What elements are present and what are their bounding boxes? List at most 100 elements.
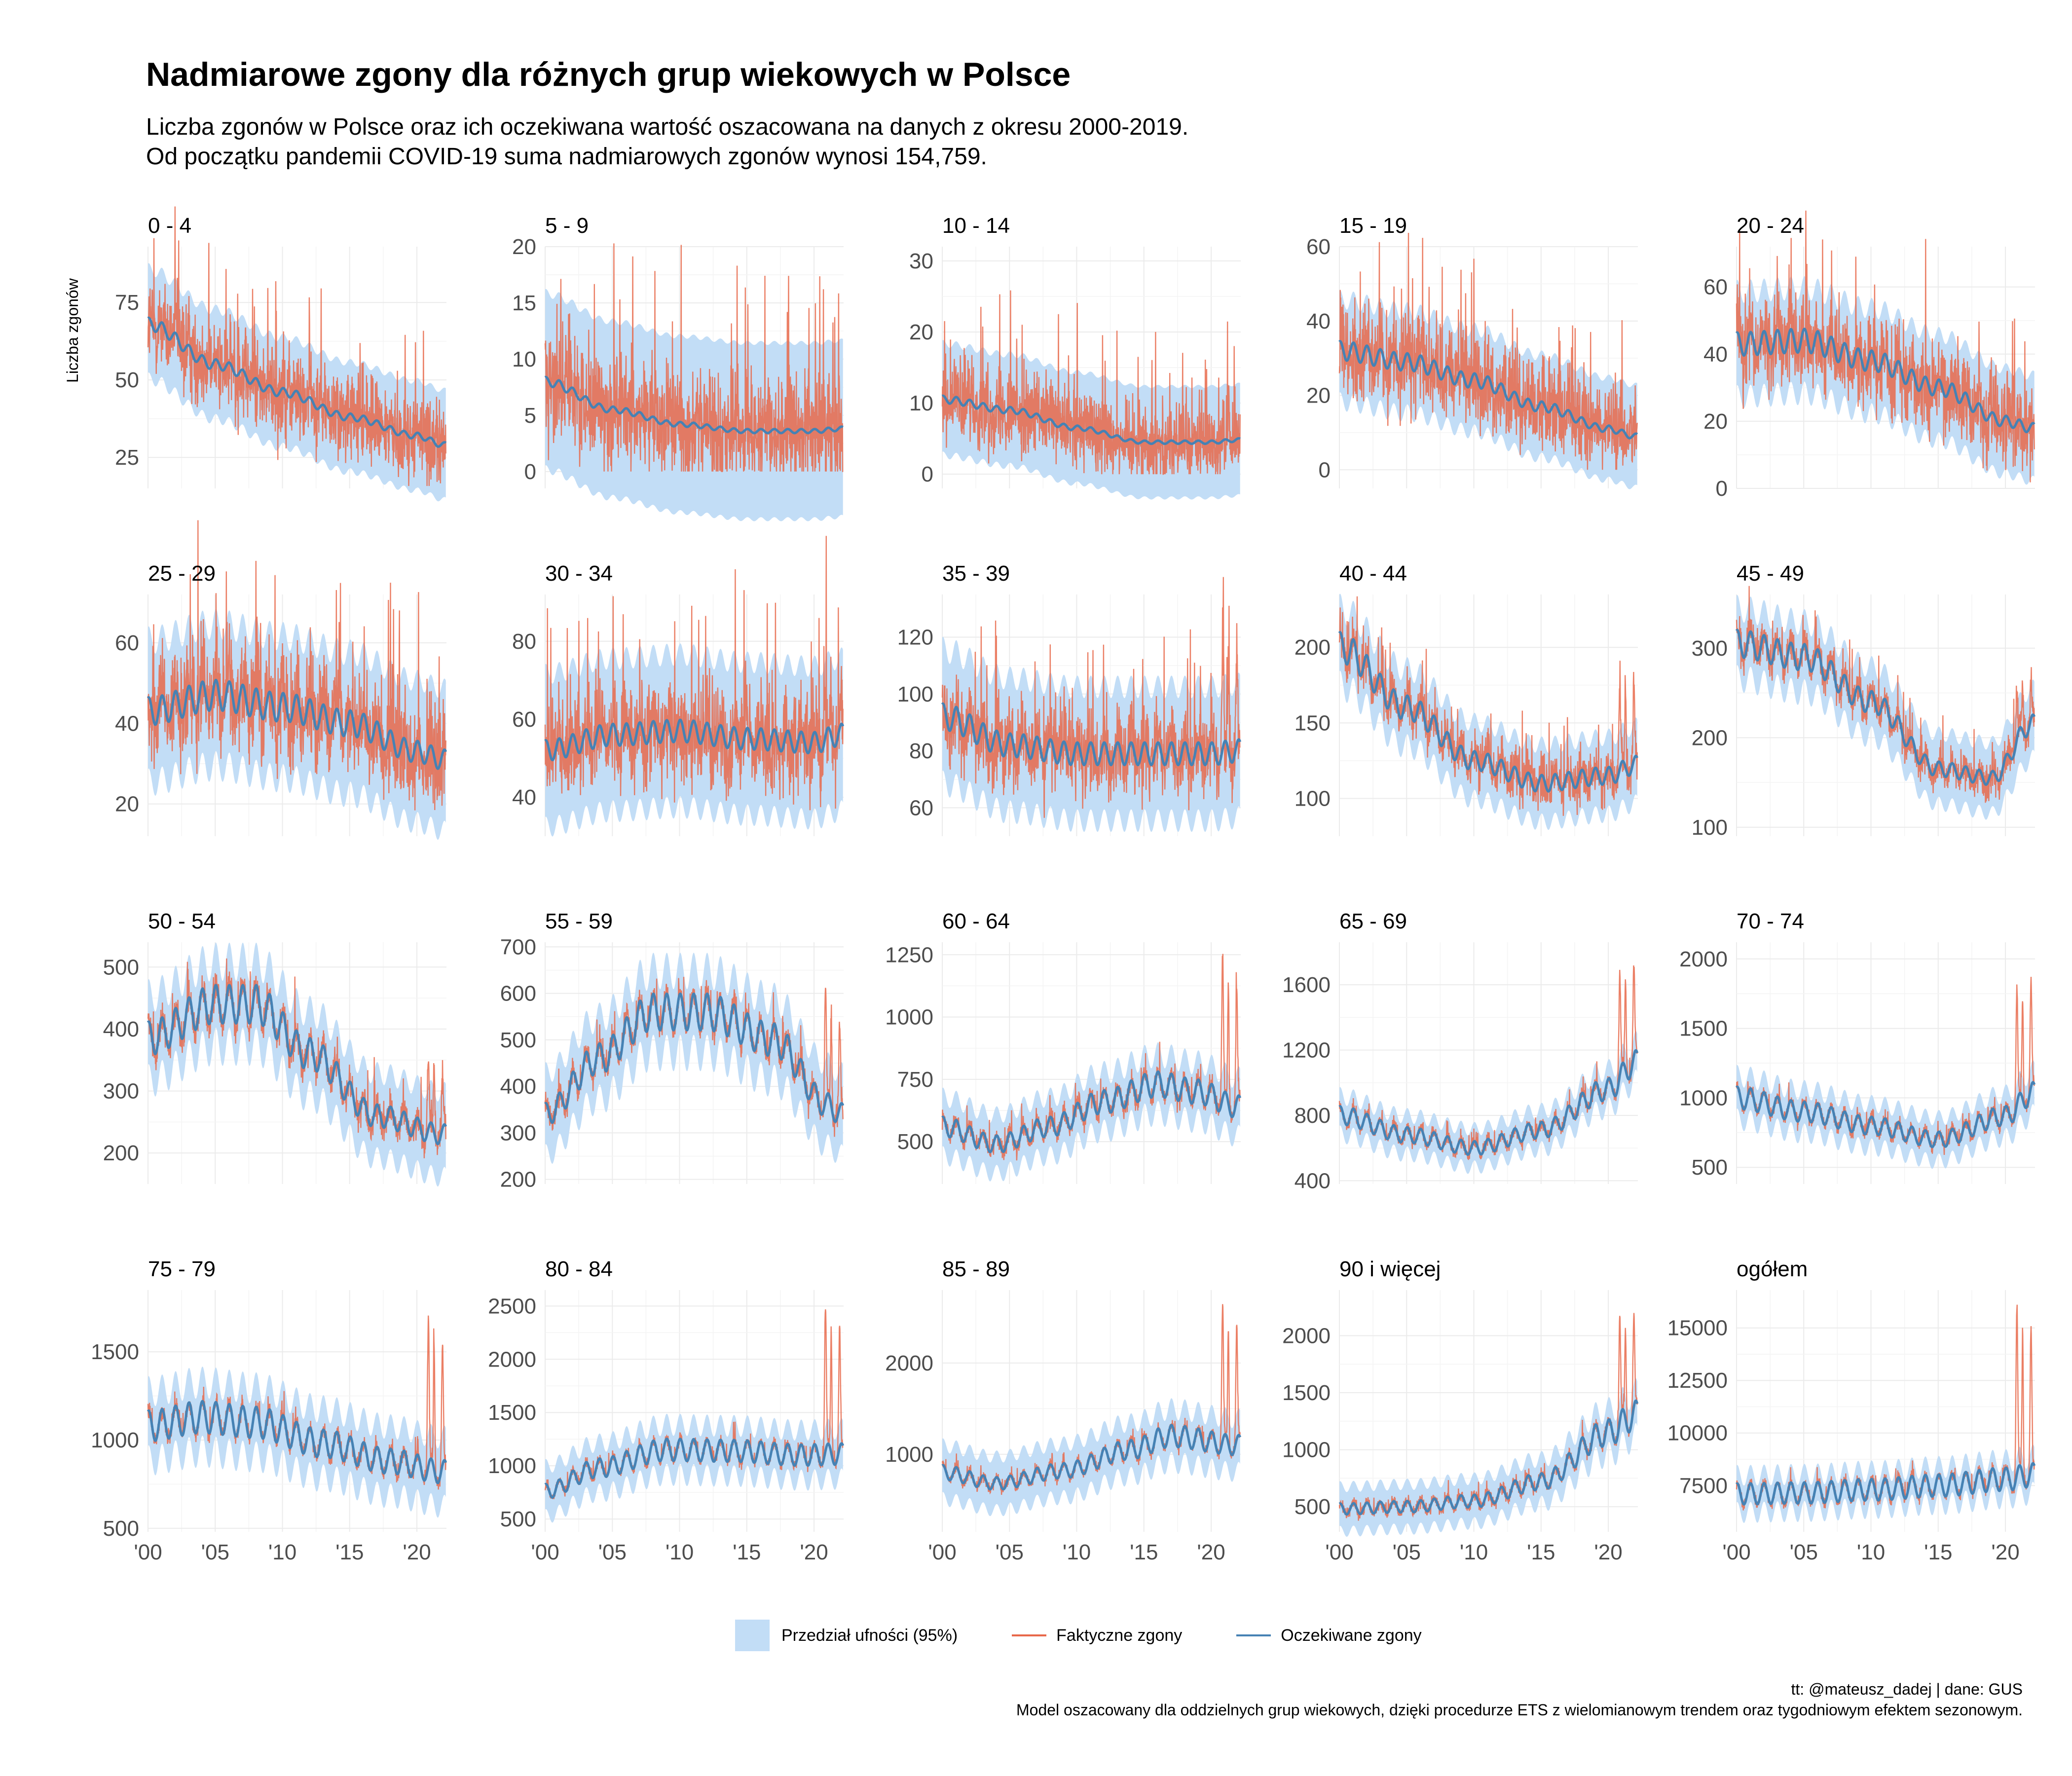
- x-tick-label: '10: [666, 1540, 694, 1564]
- x-tick-label: '05: [1393, 1540, 1421, 1564]
- legend-item-expected: Oczekiwane zgony: [1236, 1626, 1422, 1645]
- legend-swatch-band: [735, 1620, 770, 1651]
- y-tick-label: 400: [1295, 1169, 1331, 1193]
- y-tick-label: 20: [115, 792, 139, 816]
- confidence-band: [545, 1413, 843, 1523]
- panel-0: 25 50 75 0 - 4: [115, 206, 447, 502]
- panel-title: 15 - 19: [1339, 214, 1407, 238]
- panel-12: 500 750 1000 1250 60 - 64: [885, 909, 1242, 1184]
- panel-5: 20 40 60 25 - 29: [115, 520, 447, 840]
- y-tick-label: 0: [524, 460, 536, 484]
- y-tick-label: 500: [103, 1517, 139, 1541]
- y-tick-label: 20: [512, 235, 536, 259]
- y-tick-label: 80: [909, 739, 933, 763]
- y-tick-label: 40: [1306, 309, 1331, 333]
- series-expected: [1338, 340, 1638, 440]
- y-tick-label: 5: [524, 404, 536, 428]
- y-tick-label: 300: [1692, 636, 1728, 661]
- y-tick-label: 75: [115, 291, 139, 315]
- y-tick-label: 1000: [1679, 1086, 1728, 1110]
- panel-19: 7500 10000 12500 15000 '00 '05 '10 '15 '20 ogółem: [1667, 1257, 2036, 1564]
- y-tick-label: 1500: [1679, 1017, 1728, 1041]
- panel-15: 500 1000 1500 '00 '05 '10 '15 '20 75 - 79: [91, 1257, 447, 1564]
- panel-3: 0 20 40 60 15 - 19: [1306, 214, 1638, 489]
- y-tick-label: 10: [512, 347, 536, 371]
- chart-title: Nadmiarowe zgony dla różnych grup wiekow…: [146, 56, 1071, 93]
- panel-title: 90 i więcej: [1339, 1257, 1441, 1281]
- x-tick-label: '00: [531, 1540, 559, 1564]
- panel-title: ogółem: [1737, 1257, 1808, 1281]
- confidence-band: [148, 1367, 446, 1518]
- y-tick-label: 1200: [1282, 1038, 1331, 1063]
- y-tick-label: 12500: [1667, 1369, 1728, 1393]
- series-expected: [544, 992, 845, 1124]
- panel-title: 65 - 69: [1339, 909, 1407, 933]
- y-tick-label: 1000: [91, 1428, 139, 1452]
- x-tick-label: '15: [1527, 1540, 1555, 1564]
- subtitle-line-1: Liczba zgonów w Polsce oraz ich oczekiwa…: [146, 114, 1189, 140]
- x-tick-label: '00: [1722, 1540, 1750, 1564]
- panel-title: 85 - 89: [942, 1257, 1010, 1281]
- y-tick-label: 0: [1319, 458, 1331, 482]
- y-tick-label: 2000: [885, 1351, 933, 1375]
- panel-title: 35 - 39: [942, 561, 1010, 586]
- y-tick-label: 1000: [1282, 1438, 1331, 1462]
- panel-title: 75 - 79: [148, 1257, 216, 1281]
- legend-item-band: Przedział ufności (95%): [735, 1620, 958, 1651]
- confidence-band: [1339, 1378, 1637, 1537]
- series-expected: [147, 983, 447, 1146]
- subtitle-line-2: Od początku pandemii COVID-19 suma nadmi…: [146, 144, 987, 170]
- y-tick-label: 40: [512, 785, 536, 810]
- panel-title: 55 - 59: [545, 909, 613, 933]
- x-tick-label: '20: [1991, 1540, 2019, 1564]
- y-tick-label: 0: [922, 462, 933, 486]
- y-tick-label: 60: [115, 631, 139, 655]
- panel-title: 45 - 49: [1737, 561, 1804, 586]
- y-tick-label: 500: [897, 1130, 933, 1154]
- series-expected: [544, 375, 844, 435]
- y-tick-label: 300: [103, 1079, 139, 1104]
- y-tick-label: 200: [1692, 726, 1728, 750]
- legend-label-band: Przedział ufności (95%): [781, 1626, 958, 1645]
- series-expected: [941, 394, 1241, 445]
- y-tick-label: 40: [115, 711, 139, 736]
- y-tick-label: 500: [500, 1507, 536, 1531]
- x-tick-label: '20: [1197, 1540, 1225, 1564]
- y-tick-label: 600: [500, 982, 536, 1006]
- y-tick-label: 2500: [488, 1294, 536, 1318]
- y-tick-label: 150: [1295, 711, 1331, 735]
- panel-title: 30 - 34: [545, 561, 613, 586]
- y-tick-label: 500: [1295, 1495, 1331, 1519]
- y-tick-label: 200: [500, 1168, 536, 1192]
- y-tick-label: 40: [1703, 342, 1728, 367]
- x-tick-label: '10: [1460, 1540, 1488, 1564]
- y-tick-label: 7500: [1679, 1474, 1728, 1498]
- confidence-band: [1339, 1031, 1637, 1174]
- panel-8: 100 150 200 40 - 44: [1295, 561, 1639, 836]
- x-tick-label: '15: [1924, 1540, 1952, 1564]
- panel-17: 1000 2000 '00 '05 '10 '15 '20 85 - 89: [885, 1257, 1242, 1564]
- legend-label-actual: Faktyczne zgony: [1056, 1626, 1183, 1645]
- panel-11: 200 300 400 500 600 700 55 - 59: [500, 909, 845, 1192]
- panel-13: 400 800 1200 1600 65 - 69: [1282, 909, 1639, 1193]
- panel-title: 80 - 84: [545, 1257, 613, 1281]
- chart-subtitle: Liczba zgonów w Polsce oraz ich oczekiwa…: [146, 112, 1188, 172]
- x-tick-label: '05: [996, 1540, 1024, 1564]
- x-tick-label: '15: [733, 1540, 761, 1564]
- panel-4: 0 20 40 60 20 - 24: [1703, 210, 2035, 501]
- confidence-band: [942, 1042, 1240, 1182]
- panel-title: 5 - 9: [545, 214, 589, 238]
- caption-method: Model oszacowany dla oddzielnych grup wi…: [1016, 1701, 2023, 1719]
- x-tick-label: '05: [201, 1540, 229, 1564]
- series-expected: [941, 1424, 1242, 1491]
- y-tick-label: 60: [1306, 235, 1331, 259]
- series-expected: [941, 1070, 1242, 1153]
- confidence-band: [148, 942, 446, 1187]
- series-actual: [544, 243, 844, 472]
- y-tick-label: 15: [512, 291, 536, 315]
- x-tick-label: '20: [1594, 1540, 1622, 1564]
- y-tick-label: 80: [512, 629, 536, 654]
- series-actual: [544, 977, 844, 1137]
- series-actual: [941, 290, 1241, 475]
